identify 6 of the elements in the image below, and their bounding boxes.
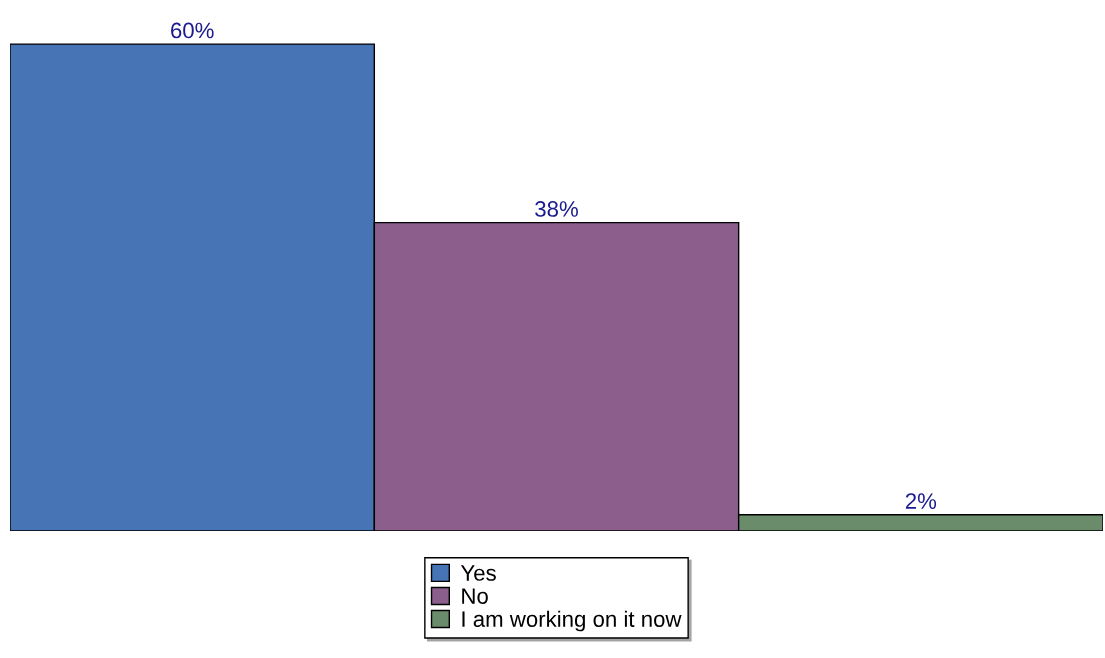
data-label: 38% (535, 201, 578, 217)
data-label: 2% (905, 493, 937, 509)
legend-label: I am working on it now (462, 610, 682, 632)
legend-label: Yes (460, 565, 496, 581)
data-label: 60% (171, 22, 214, 39)
legend-label: No (462, 588, 488, 604)
